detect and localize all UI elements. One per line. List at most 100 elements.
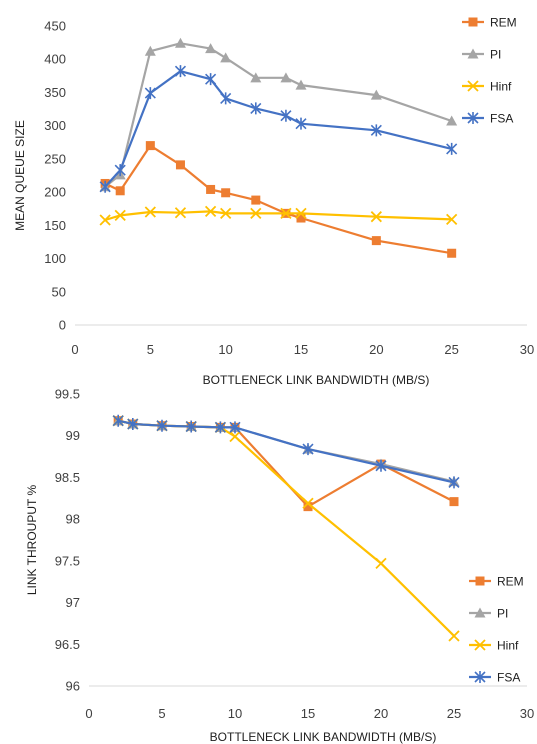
- data-point-pi: [295, 79, 307, 90]
- series-hinf: [99, 205, 458, 226]
- x-tick-label: 25: [447, 706, 461, 721]
- x-tick-label: 10: [218, 342, 232, 357]
- data-point-hinf: [174, 207, 187, 219]
- data-point-hinf: [280, 207, 292, 220]
- legend-marker-pi: [467, 48, 479, 59]
- data-point-fsa: [144, 87, 156, 100]
- data-point-pi: [370, 89, 382, 100]
- series-line-fsa: [104, 70, 452, 188]
- data-point-rem: [221, 188, 231, 198]
- data-point-fsa: [448, 476, 460, 489]
- legend-marker-hinf: [474, 639, 486, 651]
- y-tick-label: 150: [44, 218, 66, 233]
- data-point-hinf: [302, 497, 314, 509]
- data-point-rem: [206, 184, 216, 194]
- data-point-fsa: [156, 419, 168, 432]
- data-point-rem: [296, 213, 306, 223]
- x-tick-label: 20: [374, 706, 388, 721]
- data-point-fsa: [127, 418, 139, 431]
- y-tick-label: 99: [66, 428, 80, 443]
- x-tick-label: 30: [520, 342, 534, 357]
- data-point-pi: [280, 72, 292, 83]
- legend-marker-fsa: [474, 671, 486, 683]
- throughput-chart: 96 96.5 97 97.5 98 98.5 99 99.5 0 5 10 15 20 25 30 BOTT…: [25, 387, 534, 744]
- data-point-fsa: [280, 109, 292, 122]
- y-tick-label: 96: [66, 679, 80, 694]
- series-rem: [113, 416, 459, 512]
- legend-label-rem: REM: [490, 16, 517, 30]
- y-axis-title: LINK THROUPUT %: [25, 485, 39, 596]
- series-line-rem: [104, 144, 452, 255]
- data-point-hinf: [375, 557, 387, 569]
- data-point-hinf: [220, 207, 232, 220]
- data-point-hinf: [144, 206, 156, 218]
- legend-label-pi: PI: [490, 48, 501, 62]
- data-point-rem: [449, 497, 459, 507]
- data-point-fsa: [250, 102, 262, 115]
- y-tick-label: 97: [66, 595, 80, 610]
- data-point-fsa: [295, 117, 307, 130]
- y-tick-label: 300: [44, 118, 66, 133]
- y-tick-label: 98: [66, 512, 80, 527]
- data-point-fsa: [370, 124, 382, 137]
- data-point-pi: [250, 72, 262, 83]
- y-tick-label: 100: [44, 251, 66, 266]
- y-tick-label: 450: [44, 19, 66, 34]
- legend-marker-hinf: [467, 80, 479, 92]
- data-point-fsa: [302, 443, 314, 456]
- y-tick-label: 350: [44, 85, 66, 100]
- x-axis-title: BOTTLENECK LINK BANDWIDTH (MB/S): [203, 373, 430, 387]
- legend-label-fsa: FSA: [490, 112, 513, 126]
- x-tick-label: 20: [369, 342, 383, 357]
- x-axis-title: BOTTLENECK LINK BANDWIDTH (MB/S): [210, 730, 437, 744]
- series-pi: [99, 37, 458, 192]
- data-point-hinf: [446, 213, 458, 225]
- data-point-fsa: [229, 421, 241, 434]
- y-tick-label: 200: [44, 185, 66, 200]
- data-point-hinf: [448, 630, 460, 642]
- series-hinf: [112, 415, 460, 642]
- data-point-rem: [145, 141, 155, 151]
- series-line-pi: [104, 42, 453, 188]
- data-point-hinf: [370, 211, 382, 223]
- x-tick-label: 5: [147, 342, 154, 357]
- y-tick-label: 96.5: [55, 637, 80, 652]
- data-point-fsa: [114, 164, 126, 177]
- data-point-fsa: [214, 421, 226, 434]
- series-line-fsa: [117, 419, 455, 484]
- x-tick-label: 25: [444, 342, 458, 357]
- queue-size-chart: 0 50 100 150 200 250 300 350 400 450 0 5 10 15 20 25 30 B…: [13, 16, 534, 388]
- data-point-rem: [447, 248, 457, 258]
- legend-marker-fsa: [467, 112, 479, 124]
- data-point-hinf: [250, 207, 262, 220]
- data-point-fsa: [174, 65, 187, 78]
- series-fsa: [112, 414, 460, 489]
- data-point-fsa: [185, 420, 197, 433]
- data-point-pi: [144, 45, 156, 56]
- legend: REM PI Hinf FSA: [462, 16, 517, 126]
- data-point-fsa: [112, 414, 124, 427]
- data-point-rem: [303, 502, 313, 512]
- x-tick-label: 30: [520, 706, 534, 721]
- y-tick-label: 250: [44, 151, 66, 166]
- data-point-pi: [220, 52, 232, 63]
- y-axis-title: MEAN QUEUE SIZE: [13, 120, 27, 231]
- y-tick-label: 400: [44, 52, 66, 67]
- y-tick-label: 50: [52, 284, 66, 299]
- data-point-fsa: [220, 92, 232, 105]
- series-line-hinf: [117, 419, 455, 637]
- data-point-rem: [175, 160, 185, 170]
- x-tick-label: 0: [85, 706, 92, 721]
- data-point-hinf: [204, 205, 217, 218]
- data-point-fsa: [205, 73, 217, 86]
- legend-marker-rem: [475, 576, 485, 586]
- data-point-hinf: [99, 214, 111, 226]
- series-line-rem: [117, 419, 455, 508]
- x-tick-label: 15: [294, 342, 308, 357]
- data-point-rem: [115, 186, 125, 196]
- data-point-hinf: [229, 430, 241, 443]
- legend-label-fsa: FSA: [497, 671, 520, 685]
- y-tick-label: 98.5: [55, 470, 80, 485]
- data-point-hinf: [114, 209, 126, 222]
